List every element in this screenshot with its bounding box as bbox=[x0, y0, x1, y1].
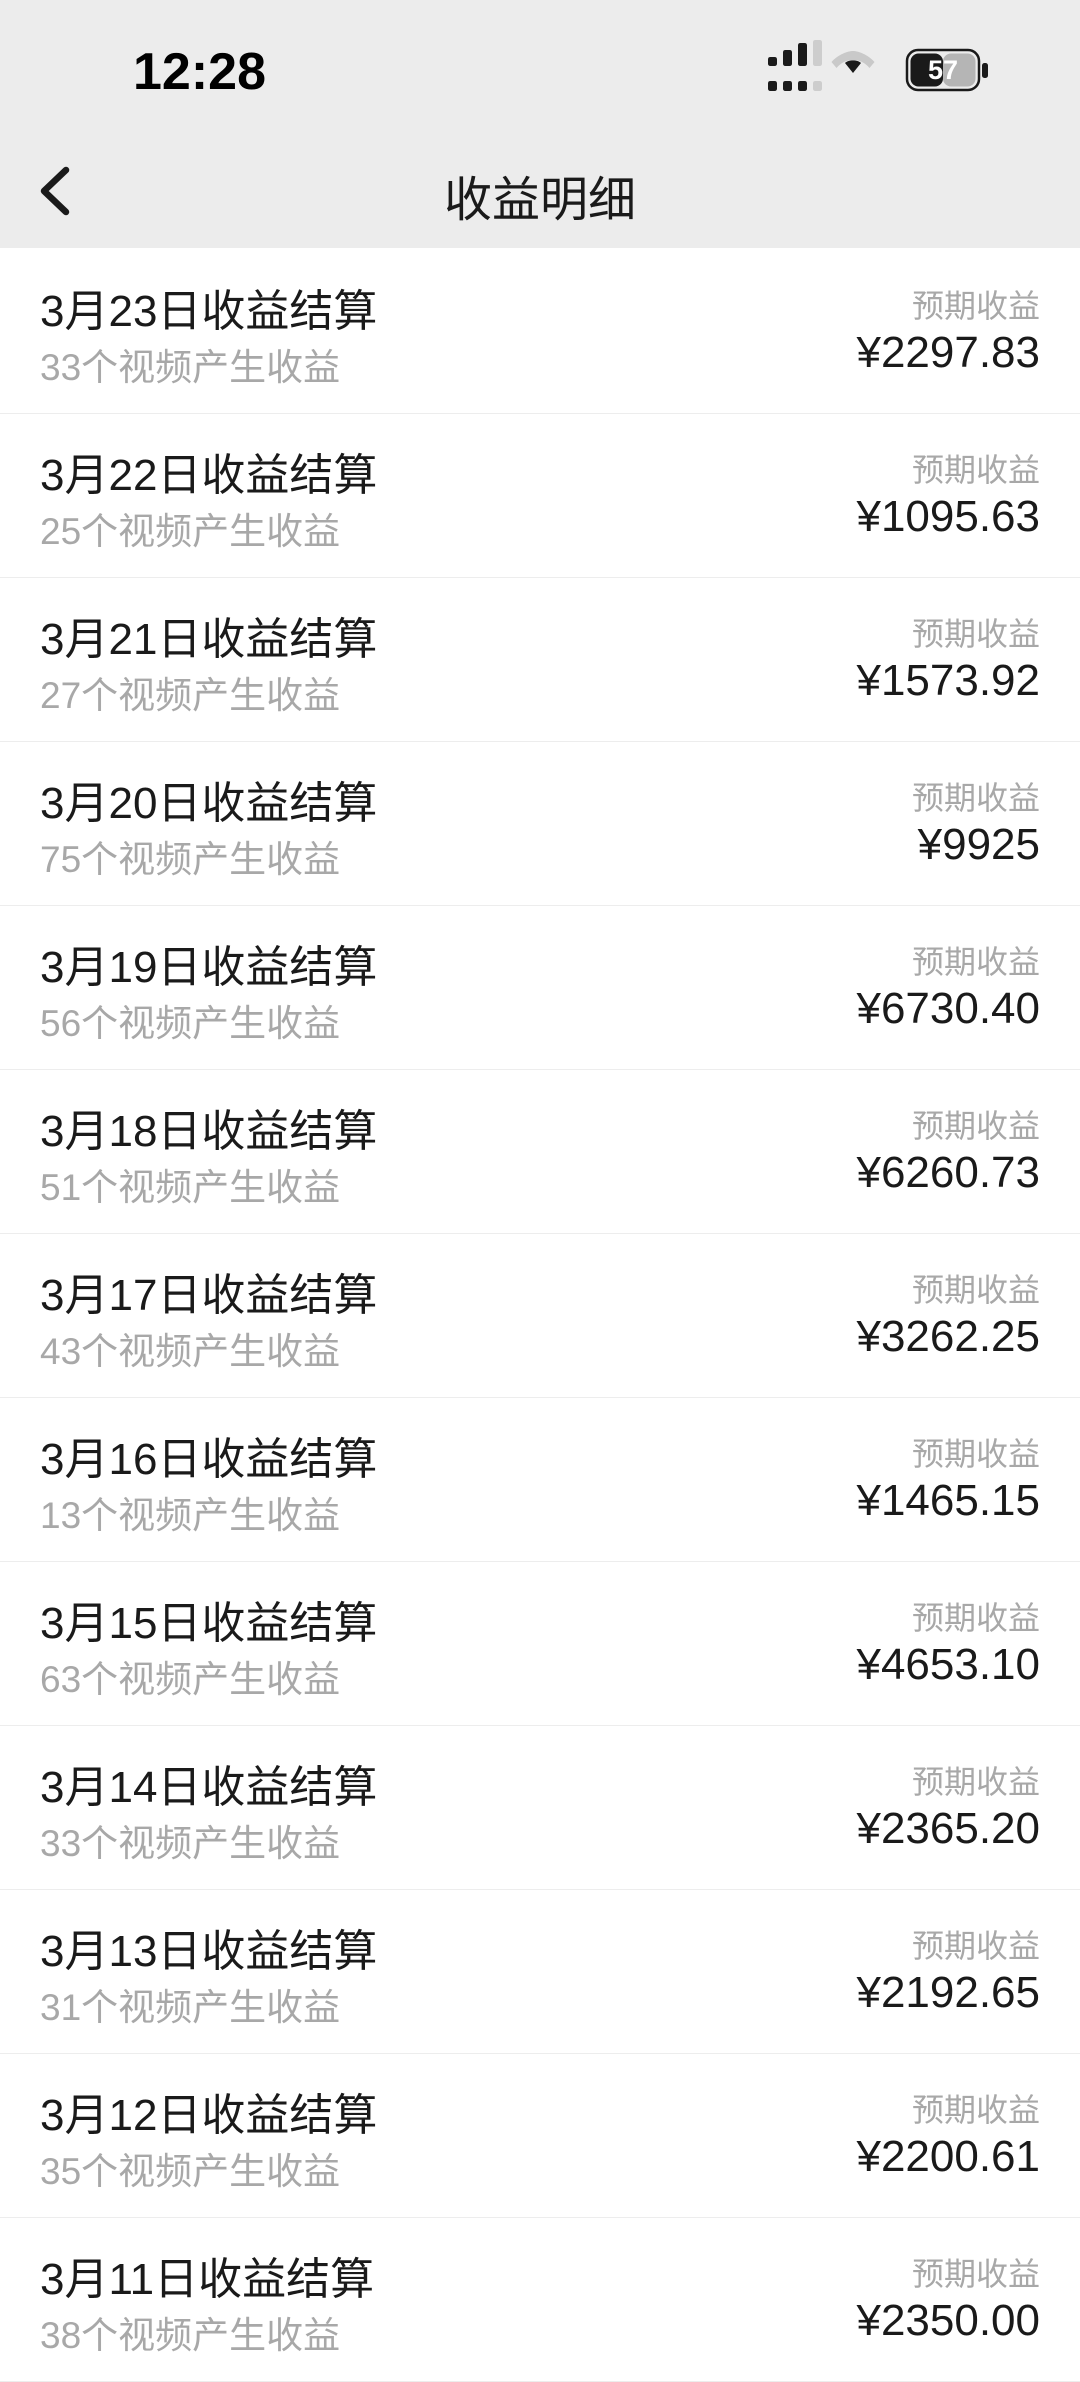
svg-text:57: 57 bbox=[928, 55, 958, 85]
